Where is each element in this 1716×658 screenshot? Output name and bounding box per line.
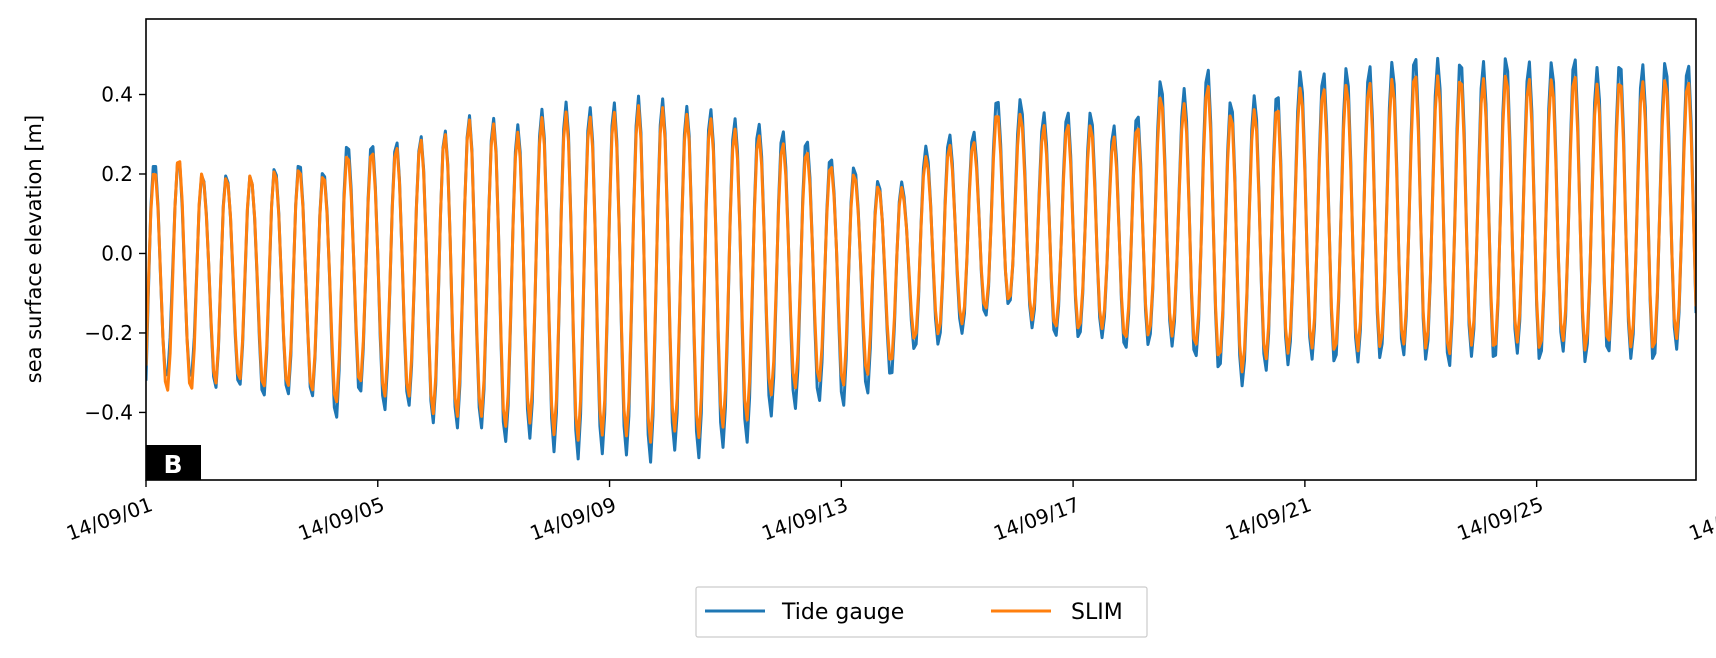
x-tick-label: 14/09/09: [527, 492, 620, 545]
x-tick-label: 14/09/25: [1454, 492, 1547, 545]
x-tick-label: 14/09/01: [63, 492, 156, 545]
legend-label-tide-gauge: Tide gauge: [781, 600, 904, 625]
plot-frame: [145, 18, 1697, 481]
y-axis: −0.4 −0.2 0.0 0.2 0.4: [84, 83, 146, 424]
x-tick-label: 14/09/21: [1222, 492, 1315, 545]
series-lines: [146, 56, 1696, 464]
legend-label-slim: SLIM: [1071, 600, 1123, 625]
x-tick-label: 14/09/17: [990, 492, 1083, 545]
y-axis-label: sea surface elevation [m]: [22, 115, 46, 383]
y-tick-label: 0.2: [101, 162, 133, 186]
x-axis: 14/09/01 14/09/05 14/09/09 14/09/13 14/09/17…: [63, 480, 1716, 545]
legend: Tide gauge SLIM: [695, 586, 1148, 638]
panel-label-text: B: [163, 450, 182, 479]
y-tick-label: −0.2: [84, 321, 133, 345]
x-tick-label: 14/09/29: [1686, 492, 1716, 545]
series-line-slim: [146, 74, 1696, 444]
y-tick-label: −0.4: [84, 400, 133, 424]
x-tick-label: 14/09/13: [758, 492, 851, 545]
y-tick-label: 0.4: [101, 83, 133, 107]
panel-label: B: [146, 445, 201, 480]
y-tick-label: 0.0: [101, 241, 133, 265]
legend-box: [695, 586, 1148, 638]
x-tick-label: 14/09/05: [295, 492, 388, 545]
panel-label-box: [146, 445, 201, 480]
